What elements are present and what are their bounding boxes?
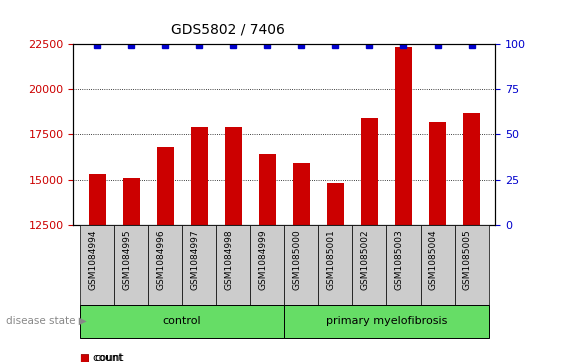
Text: GSM1085002: GSM1085002 [360,229,369,290]
Text: GSM1084998: GSM1084998 [224,229,233,290]
Text: GSM1084994: GSM1084994 [88,229,97,290]
Text: GSM1085000: GSM1085000 [292,229,301,290]
Text: GSM1084996: GSM1084996 [156,229,165,290]
Bar [463,113,480,225]
Text: GSM1085001: GSM1085001 [327,229,336,290]
Text: GSM1084995: GSM1084995 [122,229,131,290]
Bar [429,122,446,225]
Text: GSM1085003: GSM1085003 [395,229,404,290]
Text: control: control [163,316,202,326]
Text: GDS5802 / 7406: GDS5802 / 7406 [171,22,285,36]
Text: disease state ▶: disease state ▶ [6,316,86,326]
Bar [191,127,208,225]
Bar [361,118,378,225]
Bar [88,174,105,225]
Bar [225,127,242,225]
Bar [327,183,344,225]
Bar [123,178,140,225]
Text: GSM1084997: GSM1084997 [190,229,199,290]
Bar [293,163,310,225]
Text: GSM1085004: GSM1085004 [428,229,437,290]
Text: GSM1084999: GSM1084999 [258,229,267,290]
Text: ■ count: ■ count [80,352,123,363]
Text: ■: ■ [79,352,89,363]
Text: primary myelofibrosis: primary myelofibrosis [326,316,447,326]
Text: count: count [94,352,123,363]
Bar [395,47,412,225]
Text: GSM1085005: GSM1085005 [463,229,472,290]
Bar [157,147,173,225]
Bar [259,154,276,225]
